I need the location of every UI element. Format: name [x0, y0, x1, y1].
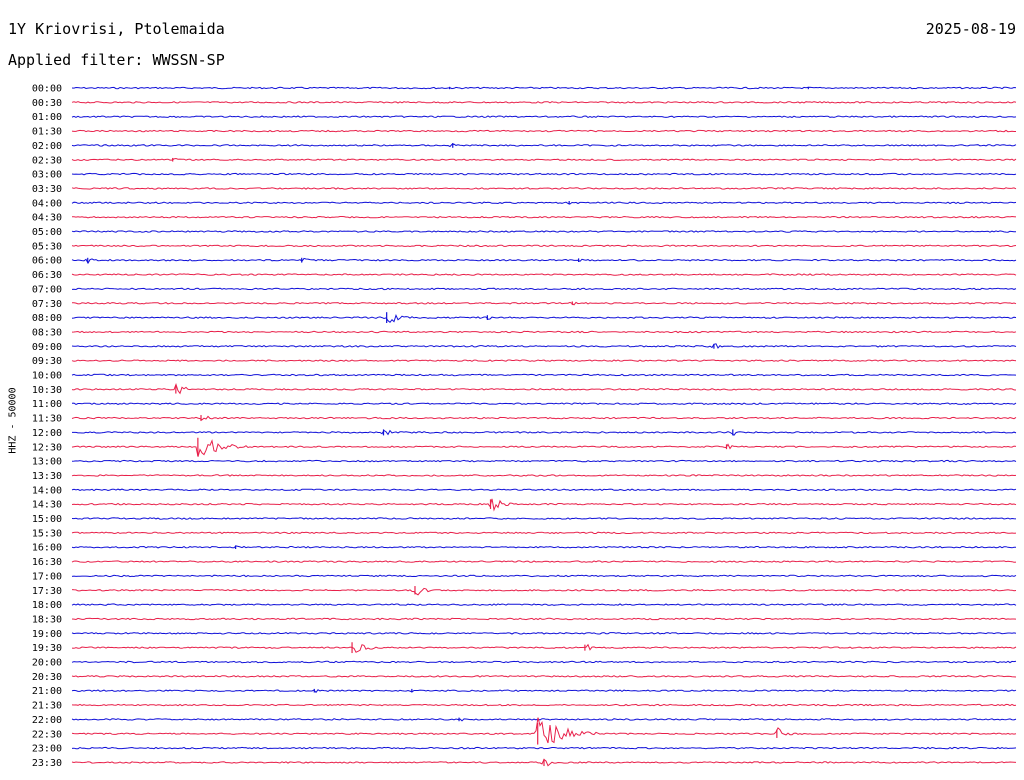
- trace-1630: [71, 560, 1017, 563]
- trace-0100: [71, 115, 1017, 119]
- row-label-0430: 04:30: [32, 213, 62, 224]
- trace-2100: [71, 689, 1017, 694]
- row-label-1730: 17:30: [32, 586, 62, 597]
- trace-2230: [71, 717, 1017, 744]
- trace-1900: [71, 632, 1017, 635]
- row-label-1100: 11:00: [32, 399, 62, 410]
- trace-2000: [71, 660, 1017, 664]
- record-date: 2025-08-19: [925, 20, 1016, 38]
- row-label-0330: 03:30: [32, 184, 62, 195]
- trace-1800: [71, 603, 1017, 606]
- row-label-1330: 13:30: [32, 471, 62, 482]
- row-label-2100: 21:00: [32, 686, 62, 697]
- trace-1130: [71, 415, 1017, 421]
- row-label-0000: 00:00: [32, 84, 62, 95]
- row-label-1400: 14:00: [32, 485, 62, 496]
- row-label-1930: 19:30: [32, 643, 62, 654]
- trace-1200: [72, 429, 1017, 436]
- station-title: 1Y Kriovrisi, Ptolemaida: [8, 20, 225, 38]
- row-label-0300: 03:00: [32, 170, 62, 181]
- row-label-1530: 15:30: [32, 528, 62, 539]
- trace-0230: [71, 157, 1017, 161]
- trace-2130: [71, 703, 1017, 707]
- trace-1930: [71, 643, 1017, 653]
- trace-0930: [71, 359, 1017, 362]
- row-label-1900: 19:00: [32, 629, 62, 640]
- row-label-1000: 10:00: [32, 371, 62, 382]
- row-label-0630: 06:30: [32, 270, 62, 281]
- row-label-0030: 00:30: [32, 98, 62, 109]
- trace-1500: [71, 517, 1017, 520]
- trace-1230: [71, 439, 1017, 457]
- trace-1330: [71, 474, 1017, 477]
- trace-1030: [71, 383, 1017, 395]
- row-label-0200: 02:00: [32, 141, 62, 152]
- trace-2200: [71, 718, 1017, 722]
- trace-0130: [71, 129, 1016, 133]
- trace-0200: [71, 143, 1017, 148]
- row-label-1600: 16:00: [32, 543, 62, 554]
- trace-1000: [71, 373, 1017, 377]
- trace-0330: [71, 187, 1017, 190]
- trace-0900: [71, 343, 1017, 349]
- trace-0830: [71, 330, 1017, 334]
- trace-1530: [71, 531, 1017, 535]
- row-label-0800: 08:00: [32, 313, 62, 324]
- row-label-0700: 07:00: [32, 284, 62, 295]
- row-label-0130: 01:30: [32, 127, 62, 138]
- trace-0530: [71, 244, 1017, 248]
- trace-1700: [71, 574, 1017, 578]
- trace-1430: [71, 498, 1017, 512]
- row-label-0530: 05:30: [32, 241, 62, 252]
- trace-0030: [71, 101, 1017, 104]
- row-label-1830: 18:30: [32, 614, 62, 625]
- row-label-1700: 17:00: [32, 571, 62, 582]
- row-label-2130: 21:30: [32, 701, 62, 712]
- row-label-2030: 20:30: [32, 672, 62, 683]
- row-label-0500: 05:00: [32, 227, 62, 238]
- row-label-1630: 16:30: [32, 557, 62, 568]
- row-label-0100: 01:00: [32, 112, 62, 123]
- row-label-2230: 22:30: [32, 729, 62, 740]
- row-label-1800: 18:00: [32, 600, 62, 611]
- trace-1100: [71, 402, 1017, 406]
- row-label-0930: 09:30: [32, 356, 62, 367]
- row-label-0900: 09:00: [32, 342, 62, 353]
- trace-0430: [72, 215, 1017, 219]
- trace-0600: [71, 257, 1017, 265]
- trace-0700: [71, 287, 1017, 291]
- trace-0630: [71, 273, 1017, 276]
- row-label-1030: 10:30: [32, 385, 62, 396]
- trace-2300: [71, 746, 1017, 750]
- row-label-2300: 23:00: [32, 744, 62, 755]
- row-label-2200: 22:00: [32, 715, 62, 726]
- filter-label: Applied filter: WWSSN-SP: [8, 51, 225, 69]
- trace-0000: [71, 86, 1017, 90]
- row-label-1230: 12:30: [32, 442, 62, 453]
- trace-2030: [71, 675, 1017, 678]
- row-label-0830: 08:30: [32, 327, 62, 338]
- trace-1600: [71, 545, 1017, 549]
- row-label-0400: 04:00: [32, 198, 62, 209]
- row-label-2000: 20:00: [32, 658, 62, 669]
- trace-0400: [71, 201, 1017, 205]
- row-label-2330: 23:30: [32, 758, 62, 769]
- trace-1400: [71, 488, 1017, 492]
- row-label-1130: 11:30: [32, 414, 62, 425]
- trace-1300: [71, 459, 1017, 463]
- row-label-0730: 07:30: [32, 299, 62, 310]
- row-label-0600: 06:00: [32, 256, 62, 267]
- row-label-1300: 13:00: [32, 457, 62, 468]
- trace-0800: [71, 314, 1017, 324]
- row-label-1430: 14:30: [32, 500, 62, 511]
- row-label-1200: 12:00: [32, 428, 62, 439]
- row-label-1500: 15:00: [32, 514, 62, 525]
- trace-0730: [72, 301, 1017, 306]
- trace-1730: [71, 587, 1017, 596]
- trace-0500: [71, 230, 1017, 233]
- trace-1830: [71, 617, 1017, 621]
- trace-0300: [71, 172, 1017, 176]
- row-label-0230: 02:30: [32, 155, 62, 166]
